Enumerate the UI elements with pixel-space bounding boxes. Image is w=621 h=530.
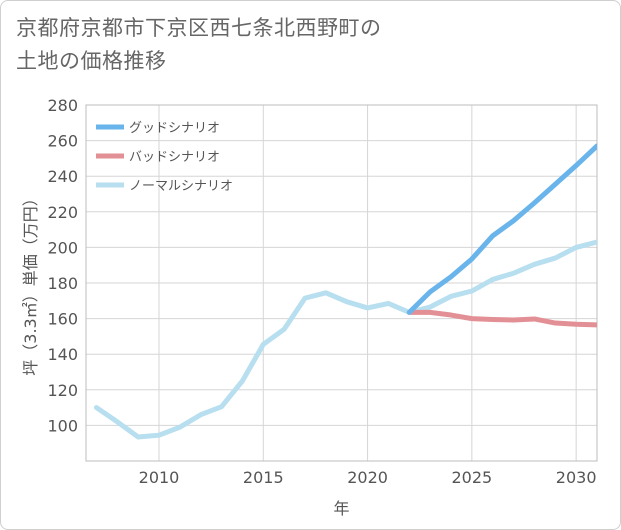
series-line-1 xyxy=(406,309,597,328)
series-line-2 xyxy=(93,239,597,440)
x-axis-ticks: 2010 2015 2020 2025 2030 xyxy=(139,468,597,487)
chart-title: 京都府京都市下京区西七条北西野町の 土地の価格推移 xyxy=(16,12,382,78)
plot-area-border xyxy=(85,104,598,462)
legend-label-2: ノーマルシナリオ xyxy=(129,179,233,194)
chart-title-line-2: 土地の価格推移 xyxy=(16,49,167,73)
x-tick-label: 2010 xyxy=(139,468,180,487)
chart-title-line-1: 京都府京都市下京区西七条北西野町の xyxy=(16,16,382,40)
y-tick-label: 280 xyxy=(47,96,78,115)
series-line-0 xyxy=(406,143,597,315)
y-tick-label: 100 xyxy=(47,416,78,435)
y-tick-label: 140 xyxy=(47,345,78,364)
x-tick-label: 2030 xyxy=(556,468,597,487)
y-axis-label: 坪（3.3㎡）単価（万円） xyxy=(21,190,40,375)
y-axis-ticks: 100 120 140 160 180 200 220 240 260 280 xyxy=(47,96,78,435)
y-tick-label: 260 xyxy=(47,132,78,151)
legend-label-1: バッドシナリオ xyxy=(129,150,220,165)
y-tick-label: 160 xyxy=(47,310,78,329)
x-tick-label: 2025 xyxy=(451,468,492,487)
legend-label-0: グッドシナリオ xyxy=(129,121,220,136)
x-tick-label: 2015 xyxy=(243,468,284,487)
x-axis-label: 年 xyxy=(333,499,349,518)
y-tick-label: 120 xyxy=(47,381,78,400)
y-tick-label: 180 xyxy=(47,274,78,293)
y-tick-label: 240 xyxy=(47,167,78,186)
series-lines xyxy=(93,143,597,440)
y-tick-label: 220 xyxy=(47,203,78,222)
y-tick-label: 200 xyxy=(47,238,78,257)
x-tick-label: 2020 xyxy=(347,468,388,487)
